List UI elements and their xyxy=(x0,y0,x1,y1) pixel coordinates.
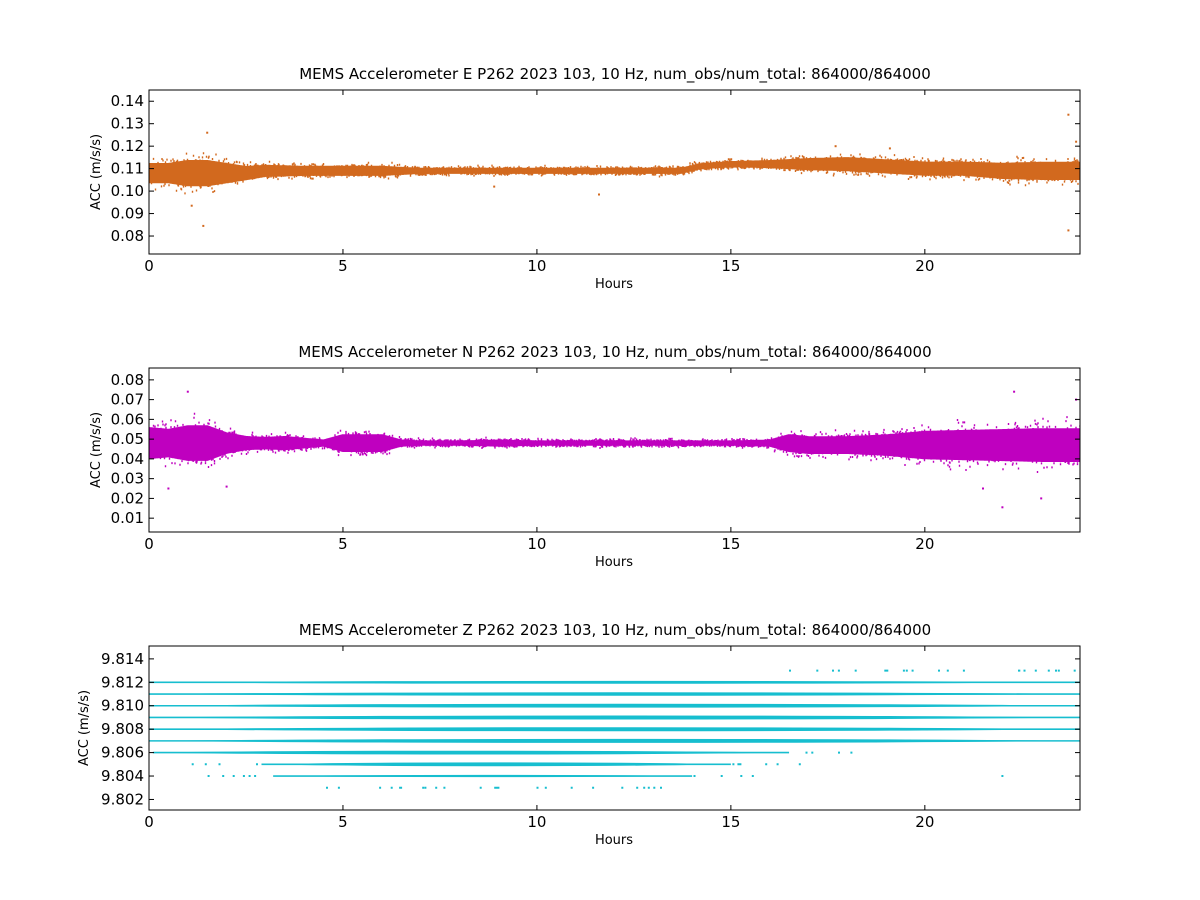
outlier-point-n-4 xyxy=(167,487,170,490)
outlier-point-e-7 xyxy=(206,131,209,134)
outlier-point-e-8 xyxy=(834,145,837,148)
plot-frame-z xyxy=(148,645,1081,811)
chart-panel-e: MEMS Accelerometer E P262 2023 103, 10 H… xyxy=(89,65,1081,292)
data-points-z xyxy=(149,669,1080,789)
x-tick-label-n-3: 15 xyxy=(721,535,740,553)
x-axis-label-z: Hours xyxy=(595,833,633,848)
chart-title-e: MEMS Accelerometer E P262 2023 103, 10 H… xyxy=(299,65,931,84)
axes-z: 0 5 10 15 20 9.802 9.804 9.806 9.808 9.810 9.812 9.… xyxy=(101,646,1080,831)
axes-e: 0 5 10 15 20 0.08 0.09 0.10 0.11 0.12 0.13 0.14 xyxy=(111,90,1080,275)
plot-area-n xyxy=(149,390,1080,509)
x-tick-label-z-2: 10 xyxy=(527,813,546,831)
plot-frame-n xyxy=(148,367,1081,533)
chart-title-z: MEMS Accelerometer Z P262 2023 103, 10 H… xyxy=(299,621,931,640)
outlier-point-e-2 xyxy=(598,193,600,196)
y-tick-label-n-5: 0.06 xyxy=(111,410,144,428)
x-tick-label-e-0: 0 xyxy=(144,257,154,275)
outlier-point-e-9 xyxy=(888,147,891,150)
y-axis-label-e: ACC (m/s/s) xyxy=(89,134,104,210)
data-band-e xyxy=(149,152,1080,195)
plot-frame-e xyxy=(148,89,1081,255)
y-tick-label-n-0: 0.01 xyxy=(111,509,144,527)
outlier-point-n-3 xyxy=(225,485,228,488)
x-tick-label-n-1: 5 xyxy=(338,535,348,553)
y-tick-label-n-3: 0.04 xyxy=(111,450,144,468)
x-tick-label-z-4: 20 xyxy=(915,813,934,831)
outlier-point-e-5 xyxy=(1067,229,1070,232)
y-tick-label-z-1: 9.804 xyxy=(101,767,144,785)
x-tick-label-e-1: 5 xyxy=(338,257,348,275)
x-tick-label-z-0: 0 xyxy=(144,813,154,831)
y-tick-label-e-1: 0.09 xyxy=(111,205,144,223)
plot-area-e xyxy=(149,113,1080,232)
y-tick-label-z-0: 9.802 xyxy=(101,790,144,808)
outlier-point-n-2 xyxy=(982,487,984,490)
y-tick-label-n-1: 0.02 xyxy=(111,489,144,507)
y-tick-label-n-2: 0.03 xyxy=(111,470,144,488)
x-tick-label-n-2: 10 xyxy=(527,535,546,553)
y-tick-label-n-4: 0.05 xyxy=(111,430,144,448)
data-points-e xyxy=(149,113,1080,232)
y-tick-label-z-6: 9.814 xyxy=(101,650,144,668)
y-tick-label-z-2: 9.806 xyxy=(101,744,144,762)
plot-area-z xyxy=(149,669,1080,789)
chart-panel-z: MEMS Accelerometer Z P262 2023 103, 10 H… xyxy=(77,621,1081,848)
x-tick-label-n-4: 20 xyxy=(915,535,934,553)
outlier-point-n-6 xyxy=(1013,390,1016,393)
y-tick-label-e-4: 0.12 xyxy=(111,137,144,155)
x-axis-label-n: Hours xyxy=(595,555,633,570)
x-axis-label-e: Hours xyxy=(595,277,633,292)
axes-n: 0 5 10 15 20 0.01 0.020.03 0.04 0.05 0.060.07 0.08 xyxy=(111,368,1080,553)
y-tick-label-z-3: 9.808 xyxy=(101,720,144,738)
data-points-n xyxy=(149,390,1080,509)
x-tick-label-z-1: 5 xyxy=(338,813,348,831)
outlier-point-n-1 xyxy=(1040,497,1043,500)
y-tick-label-n-7: 0.08 xyxy=(111,371,144,389)
y-tick-label-e-2: 0.10 xyxy=(111,182,144,200)
outlier-point-n-5 xyxy=(186,390,189,393)
y-tick-label-z-5: 9.812 xyxy=(101,673,144,691)
outlier-point-z-0 xyxy=(1001,775,1004,777)
chart-title-n: MEMS Accelerometer N P262 2023 103, 10 H… xyxy=(298,343,931,362)
x-tick-label-e-2: 10 xyxy=(527,257,546,275)
chart-panel-n: MEMS Accelerometer N P262 2023 103, 10 H… xyxy=(89,343,1081,570)
data-band-n xyxy=(149,412,1080,473)
outlier-point-e-3 xyxy=(493,185,496,188)
y-axis-label-n: ACC (m/s/s) xyxy=(89,412,104,488)
y-tick-label-e-6: 0.14 xyxy=(111,92,144,110)
y-tick-label-z-4: 9.810 xyxy=(101,697,144,715)
outlier-point-n-0 xyxy=(1001,506,1004,509)
outlier-point-e-6 xyxy=(1075,140,1078,143)
outlier-point-e-4 xyxy=(1067,113,1070,116)
outlier-point-e-0 xyxy=(202,224,205,227)
y-tick-label-e-0: 0.08 xyxy=(111,227,144,245)
x-tick-label-e-3: 15 xyxy=(721,257,740,275)
x-tick-label-z-3: 15 xyxy=(721,813,740,831)
x-tick-label-e-4: 20 xyxy=(915,257,934,275)
x-tick-label-n-0: 0 xyxy=(144,535,154,553)
y-axis-label-z: ACC (m/s/s) xyxy=(77,690,92,766)
y-tick-label-e-3: 0.11 xyxy=(111,160,144,178)
y-tick-label-n-6: 0.07 xyxy=(111,391,144,409)
y-tick-label-e-5: 0.13 xyxy=(111,115,144,133)
outlier-point-e-1 xyxy=(190,204,193,207)
